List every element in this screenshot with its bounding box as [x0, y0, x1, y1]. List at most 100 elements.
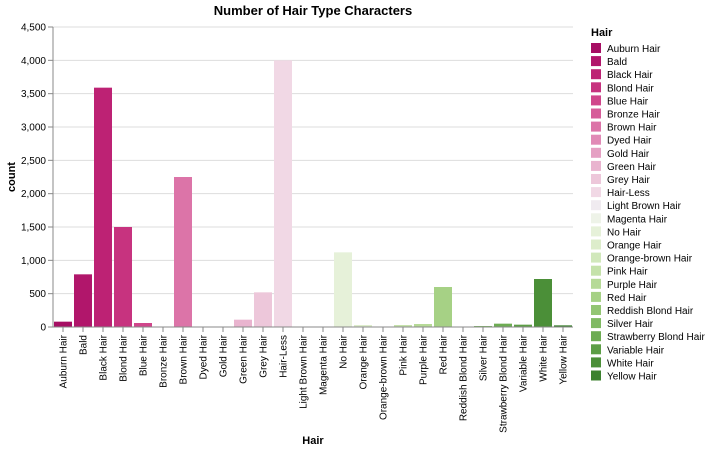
x-tick-label: Black Hair	[99, 334, 110, 380]
x-tick-label: Dyed Hair	[199, 334, 210, 379]
legend: Hair Auburn Hair Bald Black Hair Blond Hair…	[591, 27, 705, 383]
chart-title: Number of Hair Type Characters	[214, 3, 412, 18]
y-tick-label: 4,000	[21, 56, 46, 67]
legend-swatch	[591, 161, 601, 171]
x-tick-label: Bald	[79, 335, 90, 355]
legend-label: Pink Hair	[607, 267, 648, 278]
y-tick-label: 0	[40, 323, 46, 334]
legend-swatch	[591, 95, 601, 105]
bar	[274, 60, 292, 327]
legend-label: No Hair	[607, 227, 642, 238]
legend-swatch	[591, 187, 601, 197]
x-tick-label: Reddish Blond Hair	[459, 334, 470, 421]
legend-swatch	[591, 148, 601, 158]
x-tick-label: Variable Hair	[519, 334, 530, 392]
bar	[234, 320, 252, 327]
bar	[114, 227, 132, 327]
legend-swatch	[591, 43, 601, 53]
legend-swatch	[591, 279, 601, 289]
x-tick-label: Green Hair	[239, 334, 250, 384]
x-tick-label: Hair-Less	[279, 335, 290, 378]
x-tick-label: Pink Hair	[399, 334, 410, 375]
legend-label: Auburn Hair	[607, 44, 661, 55]
legend-label: White Hair	[607, 358, 654, 369]
legend-label: Dyed Hair	[607, 136, 652, 147]
bar	[54, 322, 72, 327]
x-tick-label: Purple Hair	[419, 334, 430, 385]
x-tick-label: Auburn Hair	[59, 334, 70, 388]
legend-swatch	[591, 331, 601, 341]
legend-swatch	[591, 357, 601, 367]
legend-label: Light Brown Hair	[607, 201, 682, 212]
legend-label: Variable Hair	[607, 345, 665, 356]
y-tick-label: 1,000	[21, 256, 46, 267]
legend-swatch	[591, 226, 601, 236]
bar	[74, 274, 92, 327]
y-tick-label: 3,500	[21, 89, 46, 100]
x-tick-label: Orange Hair	[359, 334, 370, 389]
legend-title: Hair	[591, 27, 613, 39]
x-tick-label: Grey Hair	[259, 334, 270, 377]
x-tick-label: Bronze Hair	[159, 334, 170, 387]
x-tick-label: Silver Hair	[479, 334, 490, 381]
legend-label: Black Hair	[607, 70, 653, 81]
legend-label: Bronze Hair	[607, 110, 660, 121]
legend-swatch	[591, 240, 601, 250]
legend-swatch	[591, 174, 601, 184]
x-tick-label: Light Brown Hair	[299, 334, 310, 409]
x-tick-label: White Hair	[539, 334, 550, 381]
legend-label: Hair-Less	[607, 188, 650, 199]
y-tick-label: 1,500	[21, 223, 46, 234]
y-tick-label: 3,000	[21, 123, 46, 134]
legend-label: Blue Hair	[607, 96, 649, 107]
legend-label: Reddish Blond Hair	[607, 306, 694, 317]
x-tick-label: Strawberry Blond Hair	[499, 334, 510, 432]
x-tick-label: Brown Hair	[179, 334, 190, 384]
legend-swatch	[591, 109, 601, 119]
bar	[334, 252, 352, 327]
legend-label: Orange Hair	[607, 241, 662, 252]
y-tick-label: 500	[29, 289, 46, 300]
legend-swatch	[591, 82, 601, 92]
legend-label: Magenta Hair	[607, 214, 668, 225]
bar	[174, 177, 192, 327]
bar	[534, 279, 552, 327]
legend-label: Bald	[607, 57, 627, 68]
legend-label: Orange-brown Hair	[607, 254, 693, 265]
x-tick-label: Gold Hair	[219, 334, 230, 377]
legend-swatch	[591, 135, 601, 145]
x-tick-label: Orange-brown Hair	[379, 334, 390, 420]
legend-label: Gold Hair	[607, 149, 650, 160]
legend-label: Strawberry Blond Hair	[607, 332, 705, 343]
y-tick-label: 4,500	[21, 23, 46, 34]
bar	[254, 292, 272, 327]
x-tick-label: Red Hair	[439, 334, 450, 374]
legend-swatch	[591, 200, 601, 210]
x-tick-label: Blond Hair	[119, 334, 130, 381]
legend-label: Brown Hair	[607, 123, 657, 134]
legend-swatch	[591, 371, 601, 381]
legend-swatch	[591, 305, 601, 315]
legend-items: Auburn Hair Bald Black Hair Blond Hair Blue …	[591, 43, 705, 383]
legend-swatch	[591, 292, 601, 302]
x-axis: Auburn Hair Bald Black Hair Blond Hair Blue …	[53, 327, 573, 433]
y-tick-label: 2,000	[21, 189, 46, 200]
y-axis-label: count	[6, 162, 18, 192]
y-tick-label: 2,500	[21, 156, 46, 167]
legend-label: Silver Hair	[607, 319, 654, 330]
legend-label: Yellow Hair	[607, 372, 657, 383]
legend-label: Blond Hair	[607, 83, 654, 94]
bar	[94, 88, 112, 327]
bar	[134, 323, 152, 327]
x-tick-label: Yellow Hair	[559, 334, 570, 384]
x-tick-label: Blue Hair	[139, 334, 150, 376]
legend-swatch	[591, 318, 601, 328]
legend-swatch	[591, 56, 601, 66]
legend-label: Green Hair	[607, 162, 657, 173]
legend-swatch	[591, 344, 601, 354]
legend-swatch	[591, 253, 601, 263]
legend-swatch	[591, 122, 601, 132]
legend-swatch	[591, 213, 601, 223]
